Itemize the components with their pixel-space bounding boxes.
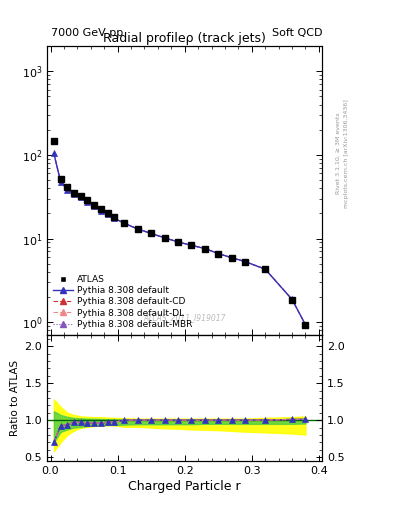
Text: Soft QCD: Soft QCD <box>272 28 322 38</box>
Text: Rivet 3.1.10, ≥ 3M events: Rivet 3.1.10, ≥ 3M events <box>336 113 341 195</box>
Y-axis label: Ratio to ATLAS: Ratio to ATLAS <box>10 360 20 436</box>
Text: ATLAS_2011_I919017: ATLAS_2011_I919017 <box>143 313 226 322</box>
Title: Radial profileρ (track jets): Radial profileρ (track jets) <box>103 32 266 45</box>
Text: 7000 GeV pp: 7000 GeV pp <box>51 28 123 38</box>
Text: mcplots.cern.ch [arXiv:1306.3436]: mcplots.cern.ch [arXiv:1306.3436] <box>344 99 349 208</box>
X-axis label: Charged Particle r: Charged Particle r <box>129 480 241 493</box>
Legend: ATLAS, Pythia 8.308 default, Pythia 8.308 default-CD, Pythia 8.308 default-DL, P: ATLAS, Pythia 8.308 default, Pythia 8.30… <box>51 273 194 331</box>
